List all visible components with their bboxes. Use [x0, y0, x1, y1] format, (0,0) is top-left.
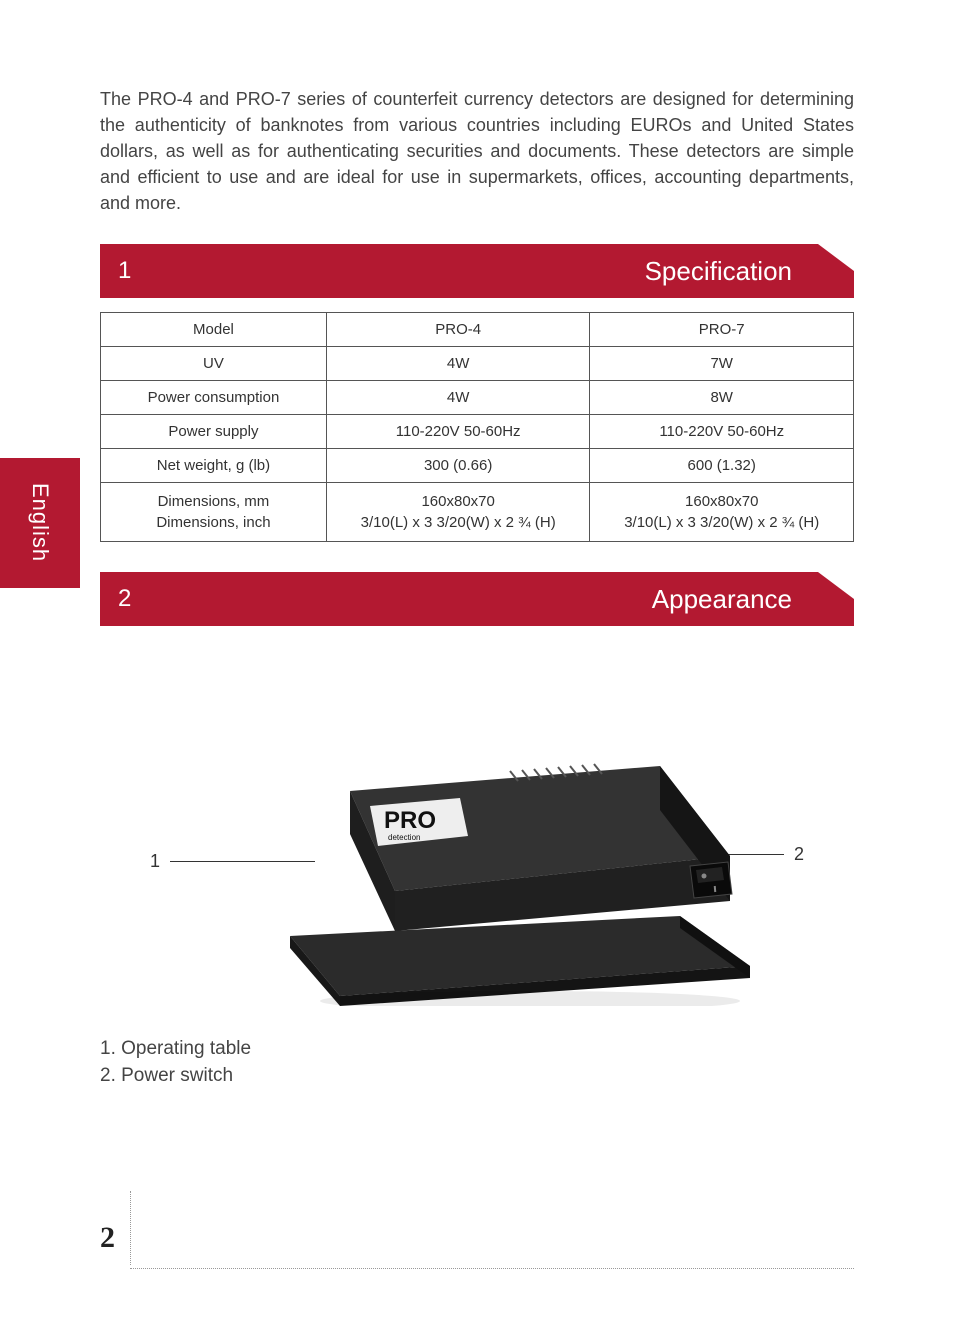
cell-label: Power supply: [101, 415, 327, 449]
device-logo-subtext: detection: [388, 833, 420, 842]
header-notch: [818, 244, 854, 298]
table-row: Dimensions, mmDimensions, inch 160x80x70…: [101, 483, 854, 542]
table-row: Net weight, g (lb) 300 (0.66) 600 (1.32): [101, 449, 854, 483]
cell-value: 600 (1.32): [590, 449, 854, 483]
cell-value: PRO-7: [590, 313, 854, 347]
table-row: Power consumption 4W 8W: [101, 381, 854, 415]
section-number: 2: [118, 585, 131, 613]
appearance-figure: 1 2: [100, 666, 854, 1086]
legend-item: 2. Power switch: [100, 1063, 251, 1090]
cell-value: 160x80x703/10(L) x 3 3/20(W) x 2 ¾ (H): [590, 483, 854, 542]
section-header-specification: 1 Specification: [100, 244, 854, 298]
callout-number: 1: [150, 851, 160, 872]
cell-label: Power consumption: [101, 381, 327, 415]
page: The PRO-4 and PRO-7 series of counterfei…: [0, 0, 954, 1317]
cell-label: Dimensions, mmDimensions, inch: [101, 483, 327, 542]
cell-value: PRO-4: [326, 313, 590, 347]
device-logo-text: PRO: [384, 807, 436, 834]
section-header-appearance: 2 Appearance: [100, 572, 854, 626]
cell-value: 7W: [590, 347, 854, 381]
callout-number: 2: [794, 844, 804, 865]
footer-dotted-vertical: [130, 1191, 131, 1265]
page-number: 2: [100, 1221, 115, 1255]
table-row: UV 4W 7W: [101, 347, 854, 381]
language-tab-label: English: [27, 483, 53, 562]
cell-value: 110-220V 50-60Hz: [326, 415, 590, 449]
section-title: Specification: [645, 256, 792, 287]
power-switch-icon: [690, 862, 732, 898]
cell-value: 300 (0.66): [326, 449, 590, 483]
device-illustration: PRO detection: [260, 706, 760, 1006]
intro-paragraph: The PRO-4 and PRO-7 series of counterfei…: [100, 86, 854, 216]
cell-label: UV: [101, 347, 327, 381]
table-row: Model PRO-4 PRO-7: [101, 313, 854, 347]
legend-item: 1. Operating table: [100, 1036, 251, 1063]
cell-value: 160x80x703/10(L) x 3 3/20(W) x 2 ¾ (H): [326, 483, 590, 542]
cell-value: 8W: [590, 381, 854, 415]
cell-value: 4W: [326, 381, 590, 415]
header-notch: [818, 572, 854, 626]
section-title: Appearance: [652, 584, 792, 615]
specification-table: Model PRO-4 PRO-7 UV 4W 7W Power consump…: [100, 312, 854, 542]
footer-dotted-horizontal: [130, 1268, 854, 1269]
section-number: 1: [118, 257, 131, 285]
cell-label: Model: [101, 313, 327, 347]
cell-label: Net weight, g (lb): [101, 449, 327, 483]
cell-value: 110-220V 50-60Hz: [590, 415, 854, 449]
cell-value: 4W: [326, 347, 590, 381]
appearance-legend: 1. Operating table 2. Power switch: [100, 1036, 251, 1089]
table-row: Power supply 110-220V 50-60Hz 110-220V 5…: [101, 415, 854, 449]
language-tab: English: [0, 458, 80, 588]
